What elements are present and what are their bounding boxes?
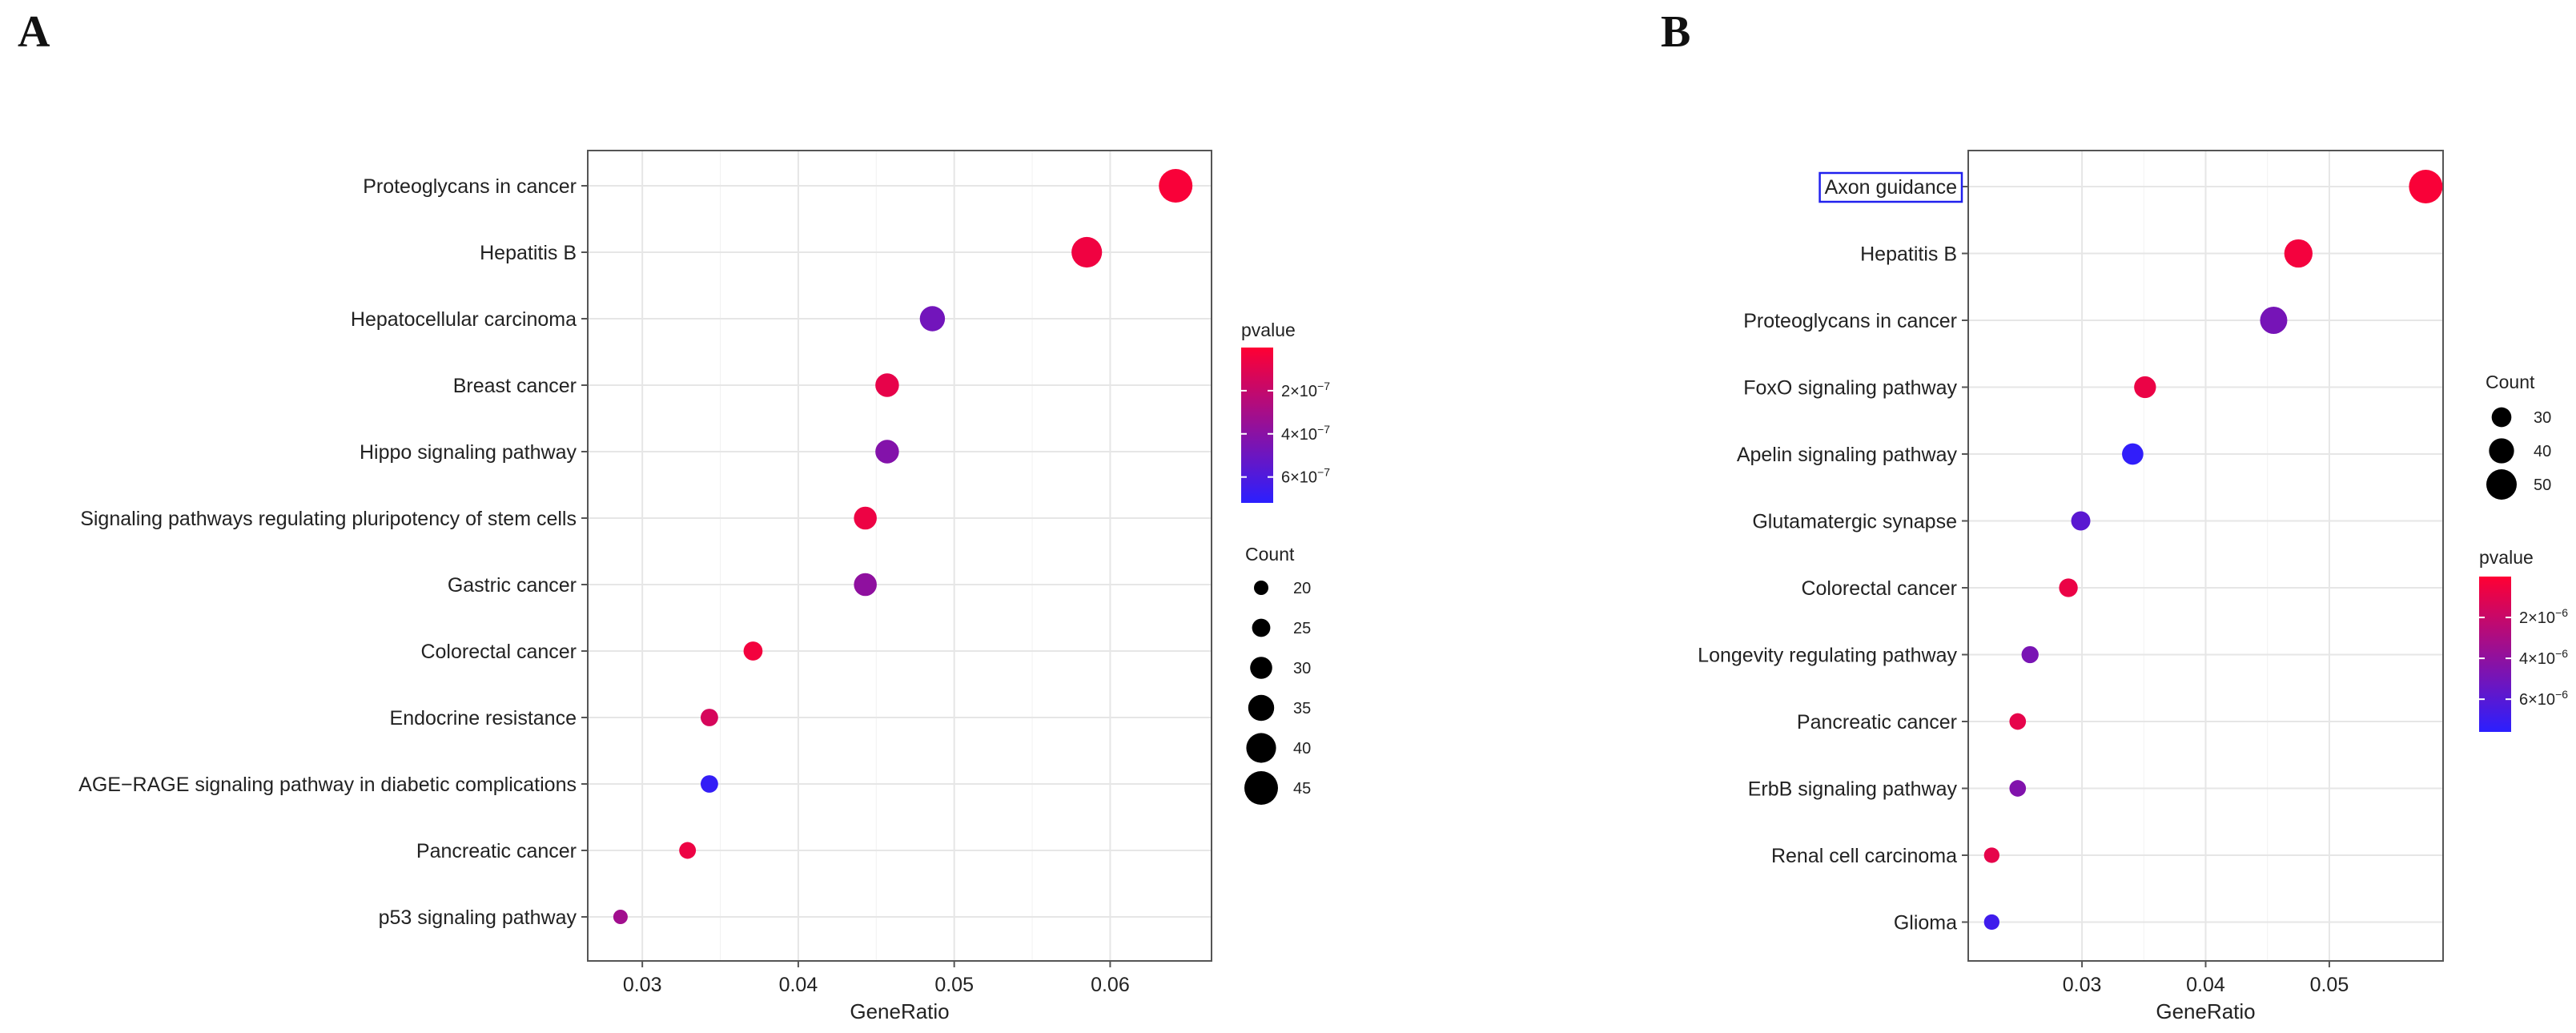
color-bar-label: 2×10−7 [1281, 380, 1330, 400]
y-tick-label-apelin-signaling-pathway: Apelin signaling pathway [1737, 444, 1958, 466]
y-tick-label-pancreatic-cancer: Pancreatic cancer [416, 840, 577, 862]
point-proteoglycans-in-cancer [1159, 169, 1193, 203]
legend-pvalue-a: pvalue 2×10−7 4×10−7 6×10−7 [1241, 320, 1330, 503]
legend-count-dot [1246, 733, 1276, 763]
y-tick-label-axon-guidance: Axon guidance [1825, 176, 1957, 199]
legend-count-a: Count 20 25 30 35 40 45 [1244, 544, 1311, 805]
legend-title-count: Count [1245, 544, 1295, 565]
y-tick-label-endocrine-resistance: Endocrine resistance [390, 707, 577, 730]
legend-count-dot [2486, 469, 2517, 500]
point-glutamatergic-synapse [2071, 511, 2091, 531]
plot-border [587, 150, 1212, 962]
y-tick-label-foxo-signaling-pathway: FoxO signaling pathway [1743, 377, 1957, 400]
plot-area-b: Axon guidance Hepatitis B Proteoglycans in… [1698, 150, 2444, 1023]
legend-title-pvalue: pvalue [1241, 320, 1296, 340]
plot-background [588, 151, 1212, 961]
legend-count-label: 30 [1293, 660, 1311, 677]
point-colorectal-cancer [2059, 578, 2078, 597]
x-tick-label: 0.04 [779, 974, 818, 996]
point-hepatocellular-carcinoma [919, 306, 946, 332]
legend-pvalue-b: pvalue 2×10−6 4×10−6 6×10−6 [2479, 547, 2568, 732]
color-bar-label: 4×10−7 [1281, 423, 1330, 444]
legend-count-dot [1248, 694, 1275, 721]
color-bar [2479, 577, 2511, 732]
y-tick-label-glutamatergic-synapse: Glutamatergic synapse [1752, 511, 1957, 533]
y-tick-label-hepatocellular-carcinoma: Hepatocellular carcinoma [351, 308, 577, 331]
color-bar-label: 4×10−6 [2519, 647, 2568, 668]
y-tick-label-erbb-signaling-pathway: ErbB signaling pathway [1748, 778, 1958, 801]
point-gastric-cancer [854, 573, 877, 597]
point-endocrine-resistance [700, 709, 718, 726]
y-tick-label-hepatitis-b: Hepatitis B [480, 242, 577, 264]
y-tick-label-colorectal-cancer: Colorectal cancer [420, 641, 577, 663]
point-axon-guidance [2409, 170, 2443, 203]
y-tick-label-proteoglycans-in-cancer: Proteoglycans in cancer [363, 175, 577, 198]
point-pancreatic-cancer [679, 842, 697, 859]
point-pancreatic-cancer [2009, 713, 2027, 730]
legend-count-b: Count 30 40 50 [2486, 372, 2551, 500]
legend-count-label: 35 [1293, 700, 1311, 717]
point-apelin-signaling-pathway [2122, 443, 2144, 465]
y-tick-label-proteoglycans-in-cancer: Proteoglycans in cancer [1743, 310, 1957, 332]
legend-count-dot [1254, 581, 1268, 595]
legend-title-count: Count [2486, 372, 2535, 392]
y-tick-label-p53-signaling-pathway: p53 signaling pathway [379, 906, 577, 929]
point-glioma [1983, 914, 2000, 931]
y-tick-label-breast-cancer: Breast cancer [453, 375, 577, 397]
y-tick-label-hepatitis-b: Hepatitis B [1860, 243, 1957, 266]
x-tick-label: 0.04 [2186, 974, 2225, 996]
point-p53-signaling-pathway [613, 910, 628, 924]
x-axis-title: GeneRatio [2156, 999, 2255, 1023]
highlight-box [1818, 171, 1963, 203]
plot-area-a: Proteoglycans in cancer Hepatitis B Hepato… [78, 150, 1212, 1023]
y-tick-label-renal-cell-carcinoma: Renal cell carcinoma [1771, 845, 1957, 867]
x-axis-title: GeneRatio [850, 999, 949, 1023]
dotplot-panel-a: Proteoglycans in cancer Hepatitis B Hepato… [78, 150, 1330, 1023]
legend-count-label: 40 [2534, 443, 2551, 460]
legend-count-label: 45 [1293, 780, 1311, 798]
legend-count-dot [2489, 438, 2514, 464]
panel-b-label: B [1661, 7, 1691, 57]
point-proteoglycans-in-cancer [2260, 307, 2288, 334]
legend-count-label: 20 [1293, 580, 1311, 597]
legend-count-label: 30 [2534, 409, 2551, 427]
point-hepatitis-b [1071, 236, 1103, 268]
legend-count-dot [1250, 657, 1272, 679]
legend-title-pvalue: pvalue [2479, 547, 2534, 568]
x-tick-label: 0.03 [2063, 974, 2102, 996]
color-bar-label: 2×10−6 [2519, 606, 2568, 627]
x-tick-label: 0.05 [934, 974, 974, 996]
legend-count-label: 25 [1293, 620, 1311, 637]
point-hepatitis-b [2284, 239, 2313, 268]
panel-a-label: A [18, 7, 50, 57]
point-renal-cell-carcinoma [1983, 847, 2000, 863]
y-tick-label-hippo-signaling-pathway: Hippo signaling pathway [360, 441, 577, 464]
y-tick-label-glioma: Glioma [1894, 912, 1957, 935]
legend-count-dot [1244, 771, 1278, 805]
point-longevity-regulating-pathway [2021, 645, 2039, 664]
y-tick-label-gastric-cancer: Gastric cancer [448, 574, 577, 597]
x-tick-label: 0.03 [623, 974, 662, 996]
point-colorectal-cancer [743, 641, 763, 661]
color-bar-label: 6×10−7 [1281, 466, 1330, 487]
y-tick-label-signaling-pathways-regulating-pluripotency-of-stem-cells: Signaling pathways regulating pluripoten… [80, 508, 577, 530]
legend-count-dot [1252, 618, 1271, 637]
point-signaling-pathways-regulating-pluripotency-of-stem-cells [854, 506, 877, 530]
legend-count-dot [2491, 407, 2512, 428]
legend-count-label: 40 [1293, 740, 1311, 758]
y-tick-label-longevity-regulating-pathway: Longevity regulating pathway [1698, 645, 1957, 667]
x-tick-label: 0.05 [2310, 974, 2349, 996]
legend-count-label: 50 [2534, 476, 2551, 494]
point-erbb-signaling-pathway [2009, 780, 2027, 797]
y-tick-label-colorectal-cancer: Colorectal cancer [1801, 577, 1957, 600]
point-breast-cancer [875, 373, 899, 397]
point-age-rage-signaling-pathway-in-diabetic-complications [700, 775, 718, 793]
x-tick-label: 0.06 [1091, 974, 1130, 996]
y-tick-label-age-rage-signaling-pathway-in-diabetic-complications: AGE−RAGE signaling pathway in diabetic c… [78, 774, 577, 796]
y-tick-label-pancreatic-cancer: Pancreatic cancer [1797, 711, 1957, 734]
point-foxo-signaling-pathway [2134, 376, 2156, 399]
color-bar-label: 6×10−6 [2519, 688, 2568, 709]
point-hippo-signaling-pathway [875, 440, 899, 464]
